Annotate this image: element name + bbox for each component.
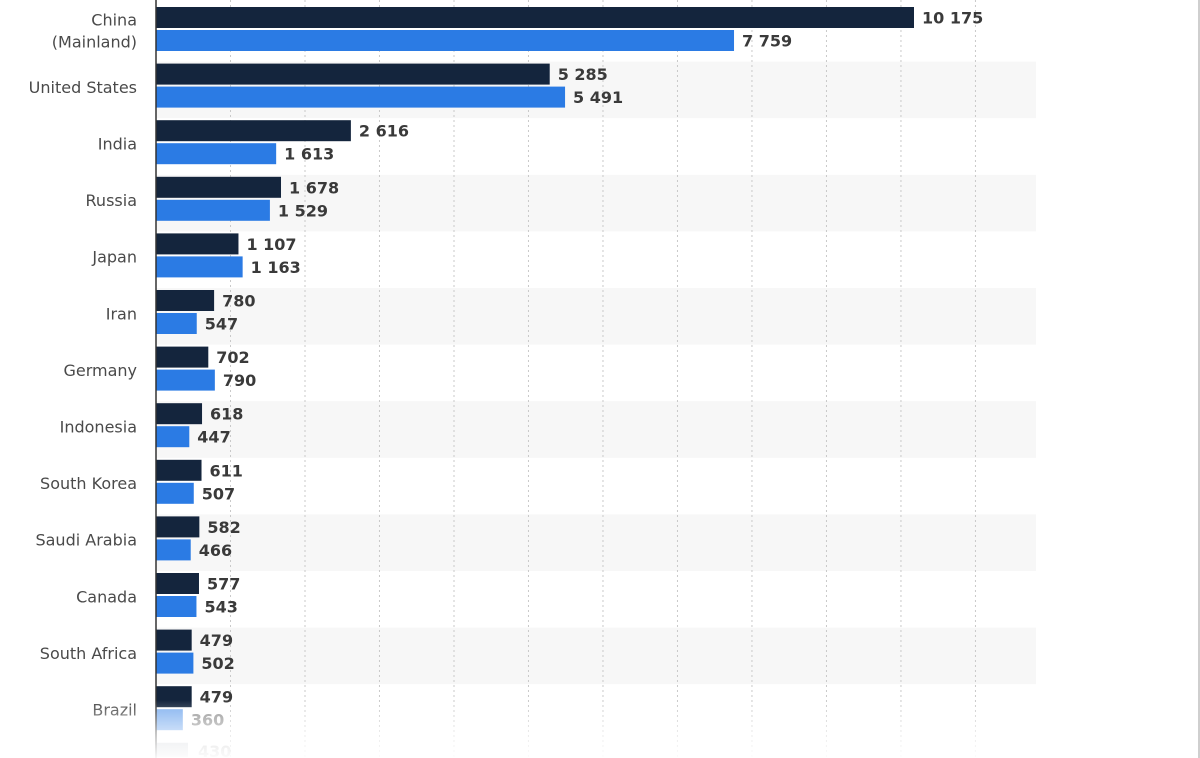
bar-series-1 [156, 629, 192, 651]
category-label: China [91, 10, 137, 29]
bar-series-2 [156, 256, 243, 278]
category-label: India [98, 135, 137, 154]
bar-series-2 [156, 596, 197, 617]
bar-series-1 [156, 233, 239, 255]
data-label: 547 [205, 315, 238, 334]
data-label: 479 [200, 631, 233, 650]
row-band [156, 627, 1036, 685]
category-label: South Africa [40, 644, 137, 663]
bar-series-1 [156, 459, 202, 481]
data-label-partial: 430 [198, 742, 231, 758]
bar-series-2 [156, 30, 735, 51]
row-band [156, 174, 1036, 232]
bar-series-2 [156, 199, 270, 221]
bar-series-2 [156, 539, 191, 561]
bar-series-1 [156, 7, 914, 28]
data-label: 7 759 [742, 32, 792, 51]
bar-series-1 [156, 290, 215, 311]
data-label: 577 [207, 575, 240, 594]
bar-series-2 [156, 143, 277, 165]
category-label: (Mainland) [52, 32, 137, 51]
row-band [156, 288, 1036, 345]
bar-series-2 [156, 482, 194, 504]
bar-series-1 [156, 176, 282, 198]
data-label: 1 613 [284, 145, 334, 164]
bar-series-1 [156, 573, 199, 594]
data-label: 5 491 [573, 88, 623, 107]
bar-series-2 [156, 709, 183, 731]
data-label: 611 [210, 461, 243, 480]
bar-series-1 [156, 120, 351, 142]
row-bands [156, 61, 1036, 685]
bar-series-1 [156, 403, 203, 425]
scrollbar-edge[interactable] [1198, 0, 1200, 758]
row-band [156, 514, 1036, 571]
category-label: Iran [106, 304, 137, 323]
data-label: 543 [204, 598, 237, 617]
bar-series-1 [156, 346, 209, 368]
category-label: United States [29, 78, 137, 97]
data-label: 466 [199, 541, 232, 560]
data-label: 1 107 [246, 235, 296, 254]
category-label: Japan [91, 248, 137, 267]
data-label: 360 [191, 711, 224, 730]
data-label: 10 175 [922, 9, 983, 28]
bar-series-2 [156, 652, 194, 674]
data-label: 582 [207, 518, 240, 537]
data-label: 790 [223, 371, 256, 390]
data-label: 507 [202, 484, 235, 503]
data-label: 447 [197, 428, 230, 447]
bar-series-2 [156, 313, 197, 334]
bar-series-2 [156, 86, 566, 108]
category-label: Russia [86, 191, 137, 210]
category-label: Canada [76, 587, 137, 606]
data-label: 502 [201, 654, 234, 673]
bar-partial [156, 742, 188, 757]
category-label: Germany [63, 361, 137, 380]
category-label: Brazil [92, 701, 137, 720]
bars [156, 7, 914, 757]
data-label: 1 678 [289, 178, 339, 197]
row-band [156, 401, 1036, 458]
bar-series-2 [156, 426, 190, 448]
data-label: 1 163 [251, 258, 301, 277]
category-label: Saudi Arabia [35, 531, 137, 550]
data-label: 780 [222, 292, 255, 311]
data-label: 702 [216, 348, 249, 367]
data-label: 479 [200, 688, 233, 707]
bar-series-1 [156, 686, 192, 708]
category-label: South Korea [40, 474, 137, 493]
data-label: 5 285 [558, 65, 608, 84]
data-label: 1 529 [278, 201, 328, 220]
bar-series-1 [156, 516, 200, 538]
data-label: 2 616 [359, 122, 409, 141]
bar-series-2 [156, 369, 215, 391]
bar-series-1 [156, 63, 550, 85]
category-label: Indonesia [60, 418, 137, 437]
data-label: 618 [210, 405, 243, 424]
